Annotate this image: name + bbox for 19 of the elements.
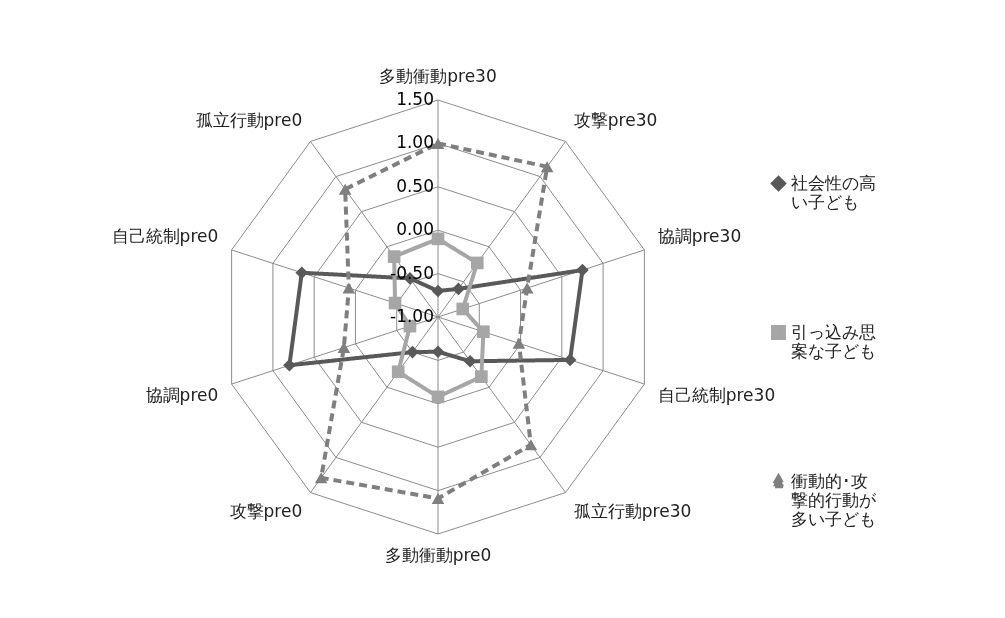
spoke-label: 協調pre30 [657,225,742,246]
spoke-label: 自己統制pre0 [111,225,219,246]
legend-label: 衝動的･攻撃的行動が多い子ども [791,470,877,529]
legend-label: 引っ込み思案な子ども [791,321,876,361]
y-tick-label: 0.00 [396,219,434,240]
y-tick-label: -0.50 [390,262,434,283]
spoke-label: 孤立行動pre0 [195,110,303,131]
spoke-label: 協調pre0 [145,385,219,406]
spoke-label: 攻撃pre0 [229,500,303,521]
legend-label: 社会性の高い子ども [791,172,876,212]
spoke-label: 自己統制pre30 [657,385,776,406]
y-tick-label: 1.00 [396,132,434,153]
spoke-label: 多動衝動pre0 [384,545,492,565]
spoke-label: 攻撃pre30 [573,110,658,131]
y-tick-label: 1.50 [396,89,434,109]
y-tick-label: 0.50 [396,175,434,196]
spoke-label: 孤立行動pre30 [573,500,692,521]
spoke-label: 多動衝動pre30 [379,66,497,86]
y-tick-label: -1.00 [390,306,434,326]
